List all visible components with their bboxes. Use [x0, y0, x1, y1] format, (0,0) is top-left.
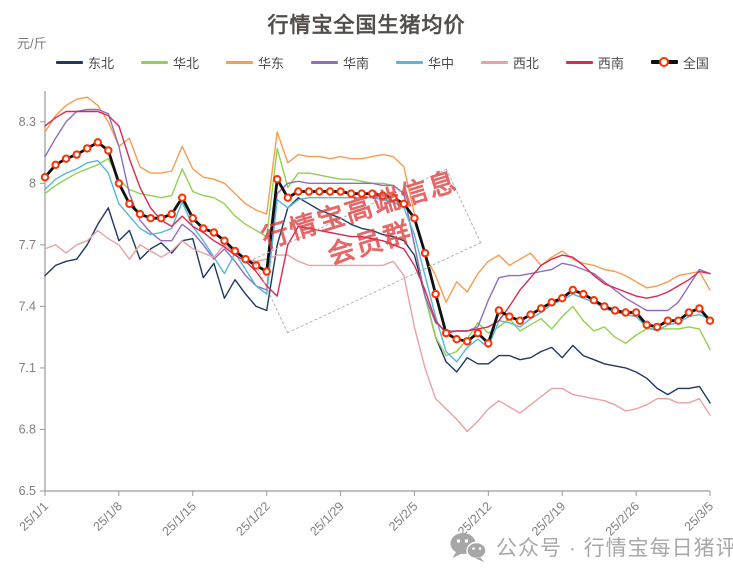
y-axis-unit-label: 元/斤 — [17, 36, 47, 51]
x-tick-label: 25/1/29 — [307, 499, 346, 538]
y-tick-label: 7.7 — [19, 238, 36, 252]
y-tick-label: 6.8 — [19, 422, 36, 436]
series-markers-quanguo — [40, 138, 715, 348]
footer: 公众号 · 行情宝每日猪评 — [449, 531, 733, 563]
x-tick-label: 25/3/5 — [682, 499, 717, 534]
legend-swatch-huabei — [140, 60, 168, 64]
legend-label-xinan: 西南 — [597, 55, 624, 71]
y-tick-label: 7.1 — [19, 361, 36, 375]
legend-item-xibei: 西北 — [480, 53, 539, 72]
legend-swatch-xibei — [480, 60, 508, 64]
legend-swatch-dongbei — [56, 60, 83, 64]
legend-item-huadong: 华东 — [225, 53, 284, 72]
legend-item-huabei: 华北 — [140, 53, 199, 72]
legend-swatch-huanan — [310, 60, 338, 64]
series-quanguo — [43, 140, 712, 345]
wechat-icon — [450, 533, 487, 562]
series-huadong — [44, 96, 711, 303]
legend-item-dongbei: 东北 — [56, 53, 114, 72]
legend-label-huanan: 华南 — [342, 55, 369, 71]
y-tick-label: 8.3 — [19, 115, 36, 129]
legend-label-dongbei: 东北 — [88, 55, 115, 71]
legend-item-xinan: 西南 — [565, 53, 624, 72]
x-tick-label: 25/1/22 — [233, 499, 272, 538]
series-xibei — [44, 229, 711, 433]
legend-swatch-huazhong — [395, 60, 423, 64]
legend-label-huabei: 华北 — [172, 55, 199, 71]
legend-swatch-huadong — [225, 60, 253, 64]
series-dongbei — [44, 196, 711, 404]
legend-swatch-xinan — [565, 60, 593, 64]
x-tick-label: 25/2/5 — [386, 499, 421, 534]
footer-label: 公众号 · 行情宝每日猪评 — [496, 537, 733, 560]
series-huabei — [44, 147, 711, 357]
series-xinan — [44, 110, 711, 334]
legend-item-quanguo: 全国 — [650, 53, 709, 72]
legend: 东北 华北 华东 华南 华中 西北 西南 全国 — [56, 53, 709, 71]
legend-label-huadong: 华东 — [257, 55, 284, 71]
legend-label-xibei: 西北 — [512, 55, 539, 71]
series-huanan — [44, 108, 711, 332]
legend-label-huazhong: 华中 — [427, 55, 454, 71]
x-tick-label: 25/1/15 — [159, 499, 198, 538]
x-tick-label: 25/1/8 — [91, 499, 126, 534]
x-tick-label: 25/1/1 — [17, 499, 52, 534]
chart-title: 行情宝全国生猪均价 — [267, 14, 466, 37]
series-huazhong — [44, 159, 711, 363]
y-tick-label: 6.5 — [19, 484, 36, 498]
y-tick-label: 7.4 — [19, 299, 36, 313]
legend-item-huanan: 华南 — [310, 53, 369, 72]
legend-label-quanguo: 全国 — [682, 55, 709, 71]
y-tick-label: 8 — [29, 176, 36, 190]
legend-item-huazhong: 华中 — [395, 53, 454, 72]
legend-marker-ring — [659, 57, 670, 67]
legend-swatch-quanguo — [650, 57, 678, 67]
